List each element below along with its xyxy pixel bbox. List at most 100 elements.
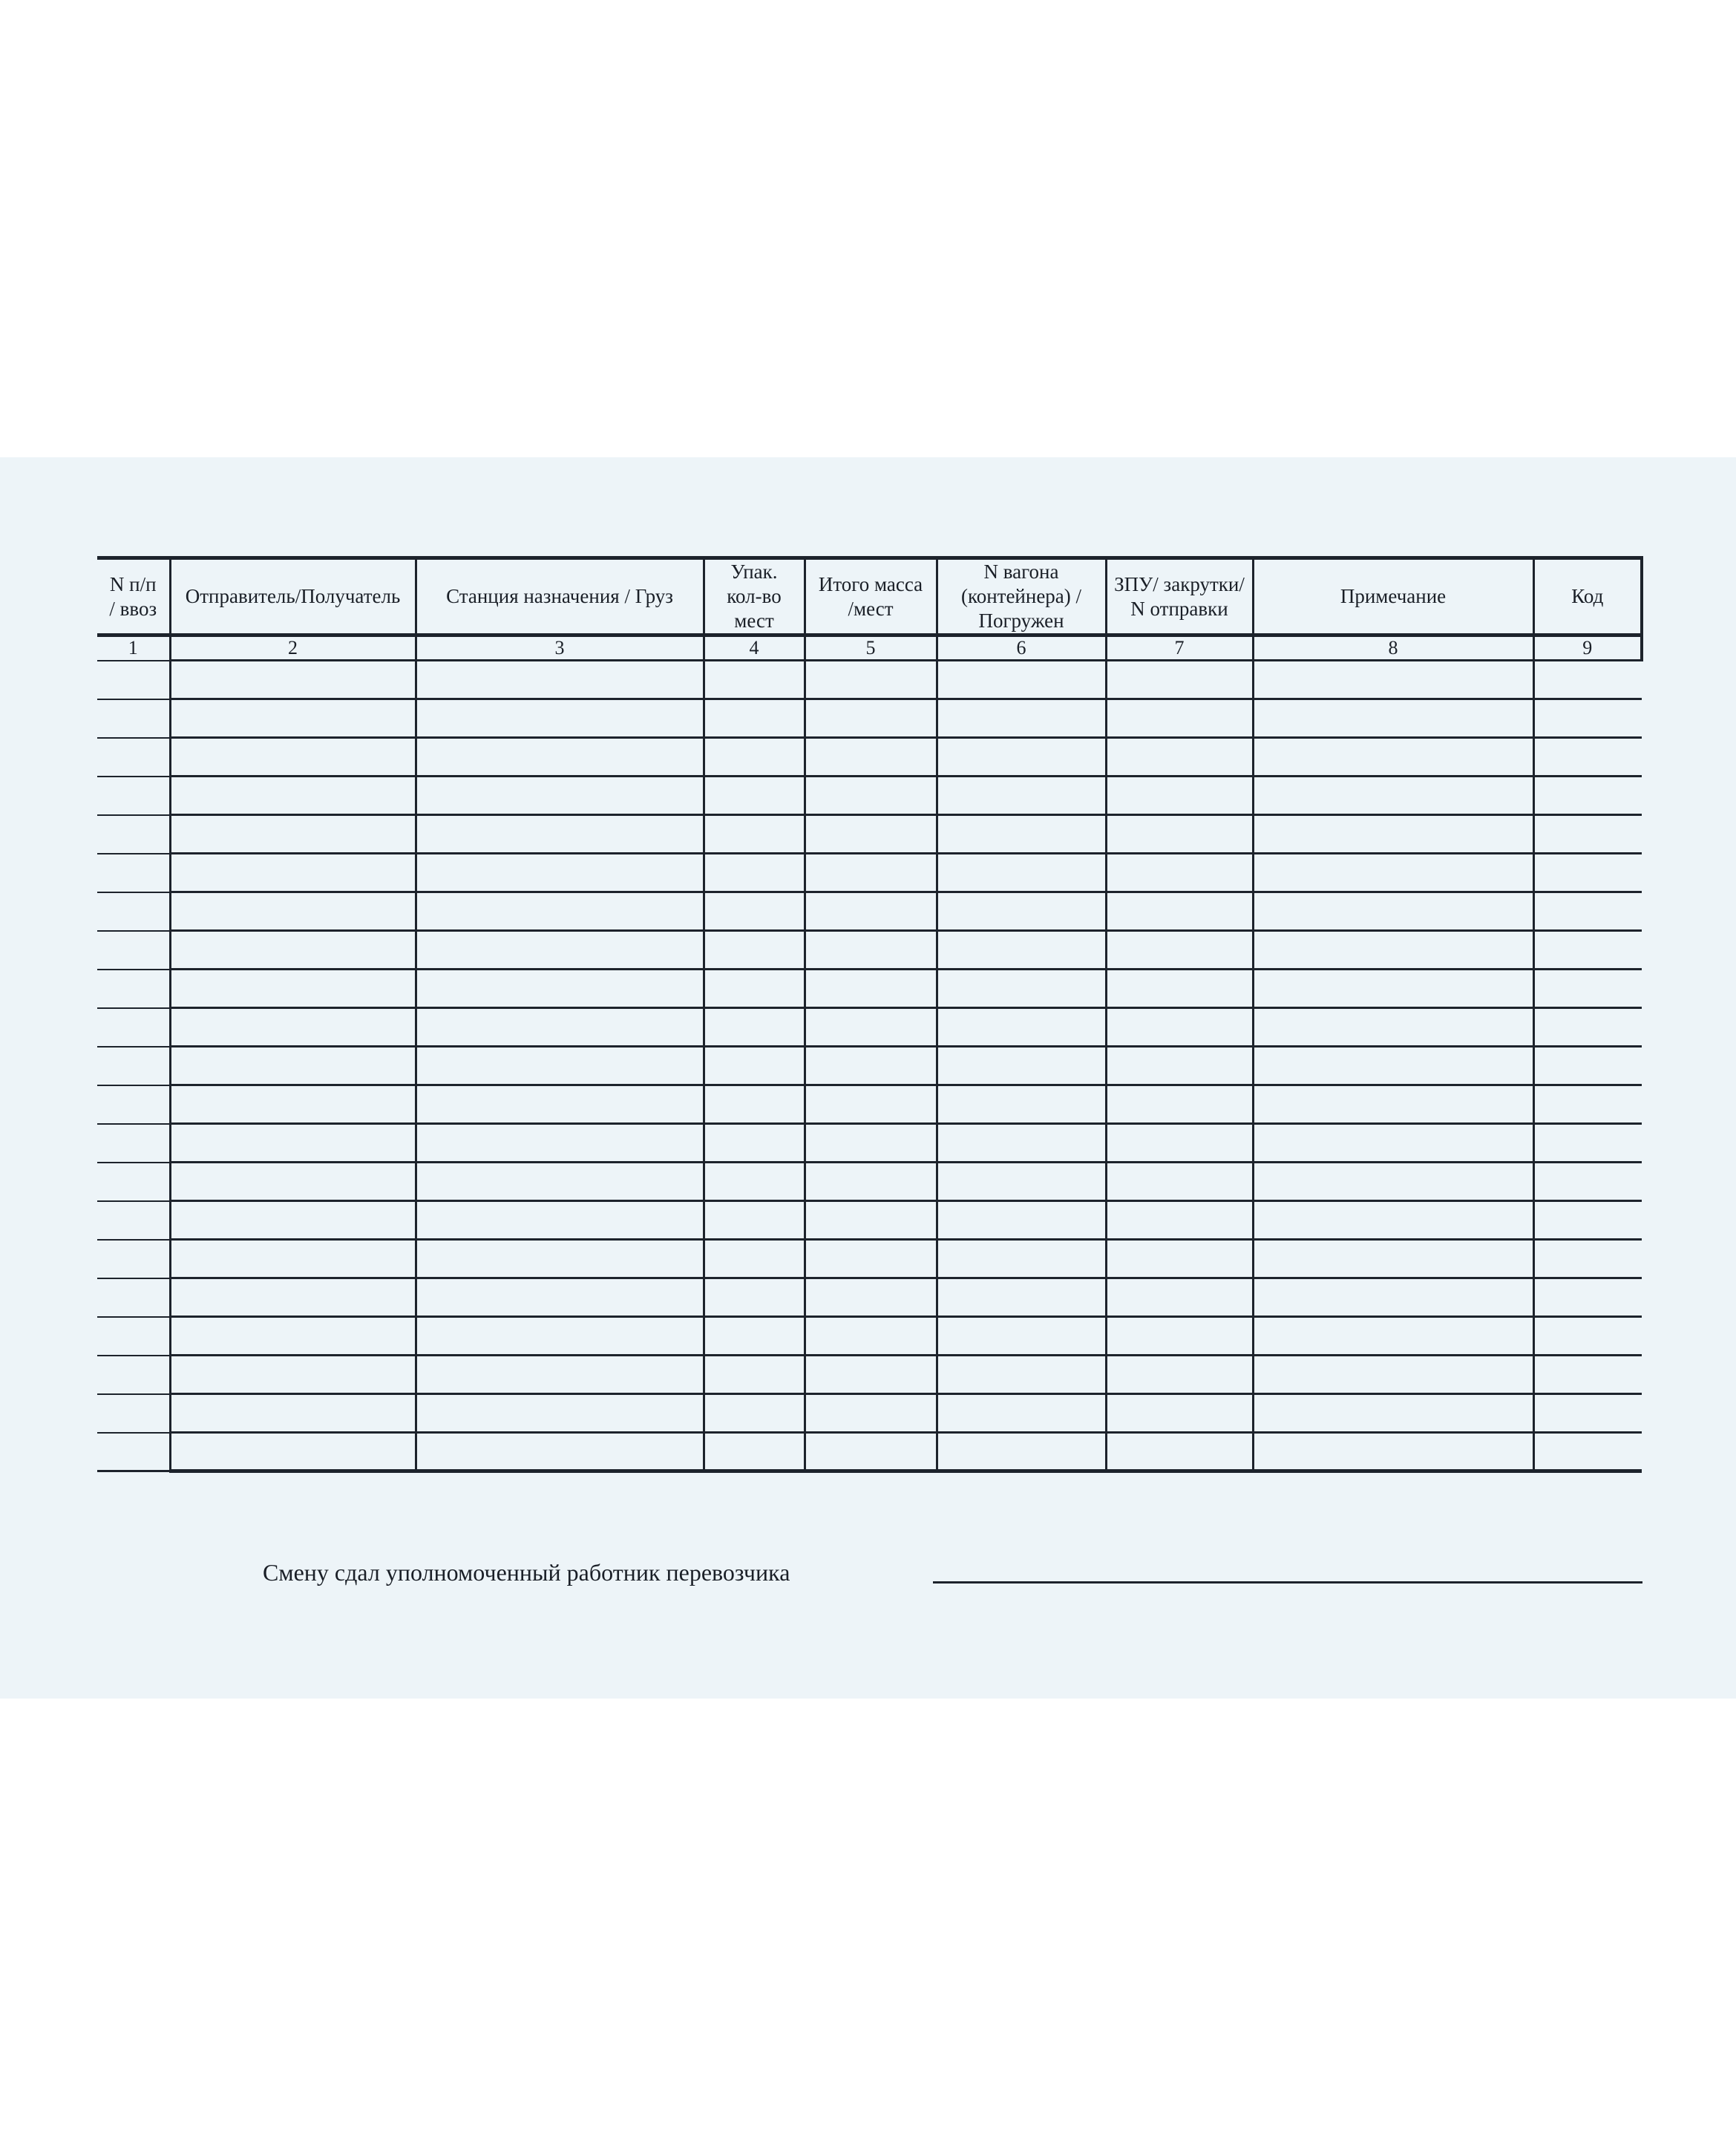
empty-cell [97, 853, 171, 893]
empty-cell [1253, 1432, 1535, 1473]
empty-cell [1253, 1278, 1535, 1318]
column-header-row-number: N п/п / ввоз [97, 556, 171, 637]
empty-cell [416, 969, 705, 1009]
empty-cell [937, 1123, 1107, 1163]
empty-cell [805, 814, 938, 854]
table-row [97, 814, 1642, 854]
empty-cell [805, 969, 938, 1009]
empty-cell [1106, 1432, 1254, 1473]
empty-cell [704, 1432, 806, 1473]
empty-cell [1106, 1278, 1254, 1318]
empty-cell [937, 699, 1107, 739]
empty-cell [1106, 1200, 1254, 1241]
empty-cell [170, 737, 417, 777]
empty-cell [937, 1432, 1107, 1473]
empty-cell [704, 1046, 806, 1086]
empty-cell [170, 1316, 417, 1356]
empty-cell [704, 1393, 806, 1434]
empty-cell [1106, 814, 1254, 854]
empty-cell [1533, 1200, 1642, 1241]
empty-cell [97, 892, 171, 932]
empty-cell [937, 1046, 1107, 1086]
table-row [97, 1316, 1642, 1356]
empty-cell [97, 776, 171, 816]
table-row [97, 969, 1642, 1009]
empty-cell [1253, 1316, 1535, 1356]
empty-cell [704, 1239, 806, 1279]
table-row [97, 1393, 1642, 1434]
empty-cell [805, 1393, 938, 1434]
table-row [97, 776, 1642, 816]
empty-cell [937, 1393, 1107, 1434]
empty-cell [1533, 1355, 1642, 1395]
empty-cell [1106, 1162, 1254, 1202]
empty-cell [170, 1007, 417, 1048]
empty-cell [704, 1200, 806, 1241]
empty-cell [1533, 1007, 1642, 1048]
empty-cell [1533, 1239, 1642, 1279]
empty-cell [937, 930, 1107, 970]
empty-cell [937, 969, 1107, 1009]
empty-cell [416, 892, 705, 932]
empty-cell [97, 1046, 171, 1086]
empty-cell [704, 853, 806, 893]
table-row [97, 1007, 1642, 1048]
empty-cell [1533, 1046, 1642, 1086]
empty-cell [805, 1085, 938, 1125]
empty-cell [805, 1200, 938, 1241]
empty-cell [1253, 660, 1535, 700]
empty-cell [1533, 1316, 1642, 1356]
column-header-destination-cargo: Станция назначения / Груз [416, 556, 705, 637]
empty-cell [170, 1123, 417, 1163]
empty-cell [170, 814, 417, 854]
empty-cell [805, 1355, 938, 1395]
empty-cell [1106, 1355, 1254, 1395]
empty-cell [416, 1393, 705, 1434]
empty-cell [704, 814, 806, 854]
empty-cell [416, 853, 705, 893]
empty-cell [937, 660, 1107, 700]
empty-cell [937, 1085, 1107, 1125]
empty-cell [1533, 737, 1642, 777]
column-header-note: Примечание [1253, 556, 1535, 637]
shift-handover-label: Смену сдал уполномоченный работник перев… [263, 1559, 790, 1586]
empty-cell [1106, 776, 1254, 816]
empty-cell [1253, 1007, 1535, 1048]
empty-cell [704, 699, 806, 739]
empty-cell [805, 1316, 938, 1356]
column-header-wagon-number: N вагона (контейнера) / Погружен [937, 556, 1107, 637]
empty-cell [97, 930, 171, 970]
empty-cell [1533, 660, 1642, 700]
empty-cell [704, 1123, 806, 1163]
signature-line [933, 1581, 1642, 1584]
empty-cell [704, 1085, 806, 1125]
empty-cell [170, 1200, 417, 1241]
column-number-cell: 5 [805, 635, 938, 661]
table-row [97, 1239, 1642, 1279]
empty-cell [1106, 737, 1254, 777]
empty-cell [1106, 1007, 1254, 1048]
empty-cell [1106, 1123, 1254, 1163]
empty-cell [805, 930, 938, 970]
empty-cell [937, 1316, 1107, 1356]
column-number-cell: 4 [704, 635, 806, 661]
empty-cell [805, 1123, 938, 1163]
empty-cell [170, 660, 417, 700]
empty-cell [805, 1239, 938, 1279]
empty-cell [1106, 660, 1254, 700]
column-header-packaging-places: Упак. кол-во мест [704, 556, 806, 637]
empty-cell [704, 969, 806, 1009]
empty-cell [805, 699, 938, 739]
empty-cell [97, 699, 171, 739]
empty-cell [704, 1355, 806, 1395]
empty-cell [1253, 892, 1535, 932]
empty-cell [416, 1085, 705, 1125]
empty-cell [416, 1046, 705, 1086]
empty-cell [937, 1239, 1107, 1279]
empty-cell [416, 776, 705, 816]
empty-cell [170, 892, 417, 932]
empty-cell [1533, 814, 1642, 854]
empty-cell [416, 1432, 705, 1473]
empty-cell [937, 814, 1107, 854]
empty-cell [937, 1162, 1107, 1202]
